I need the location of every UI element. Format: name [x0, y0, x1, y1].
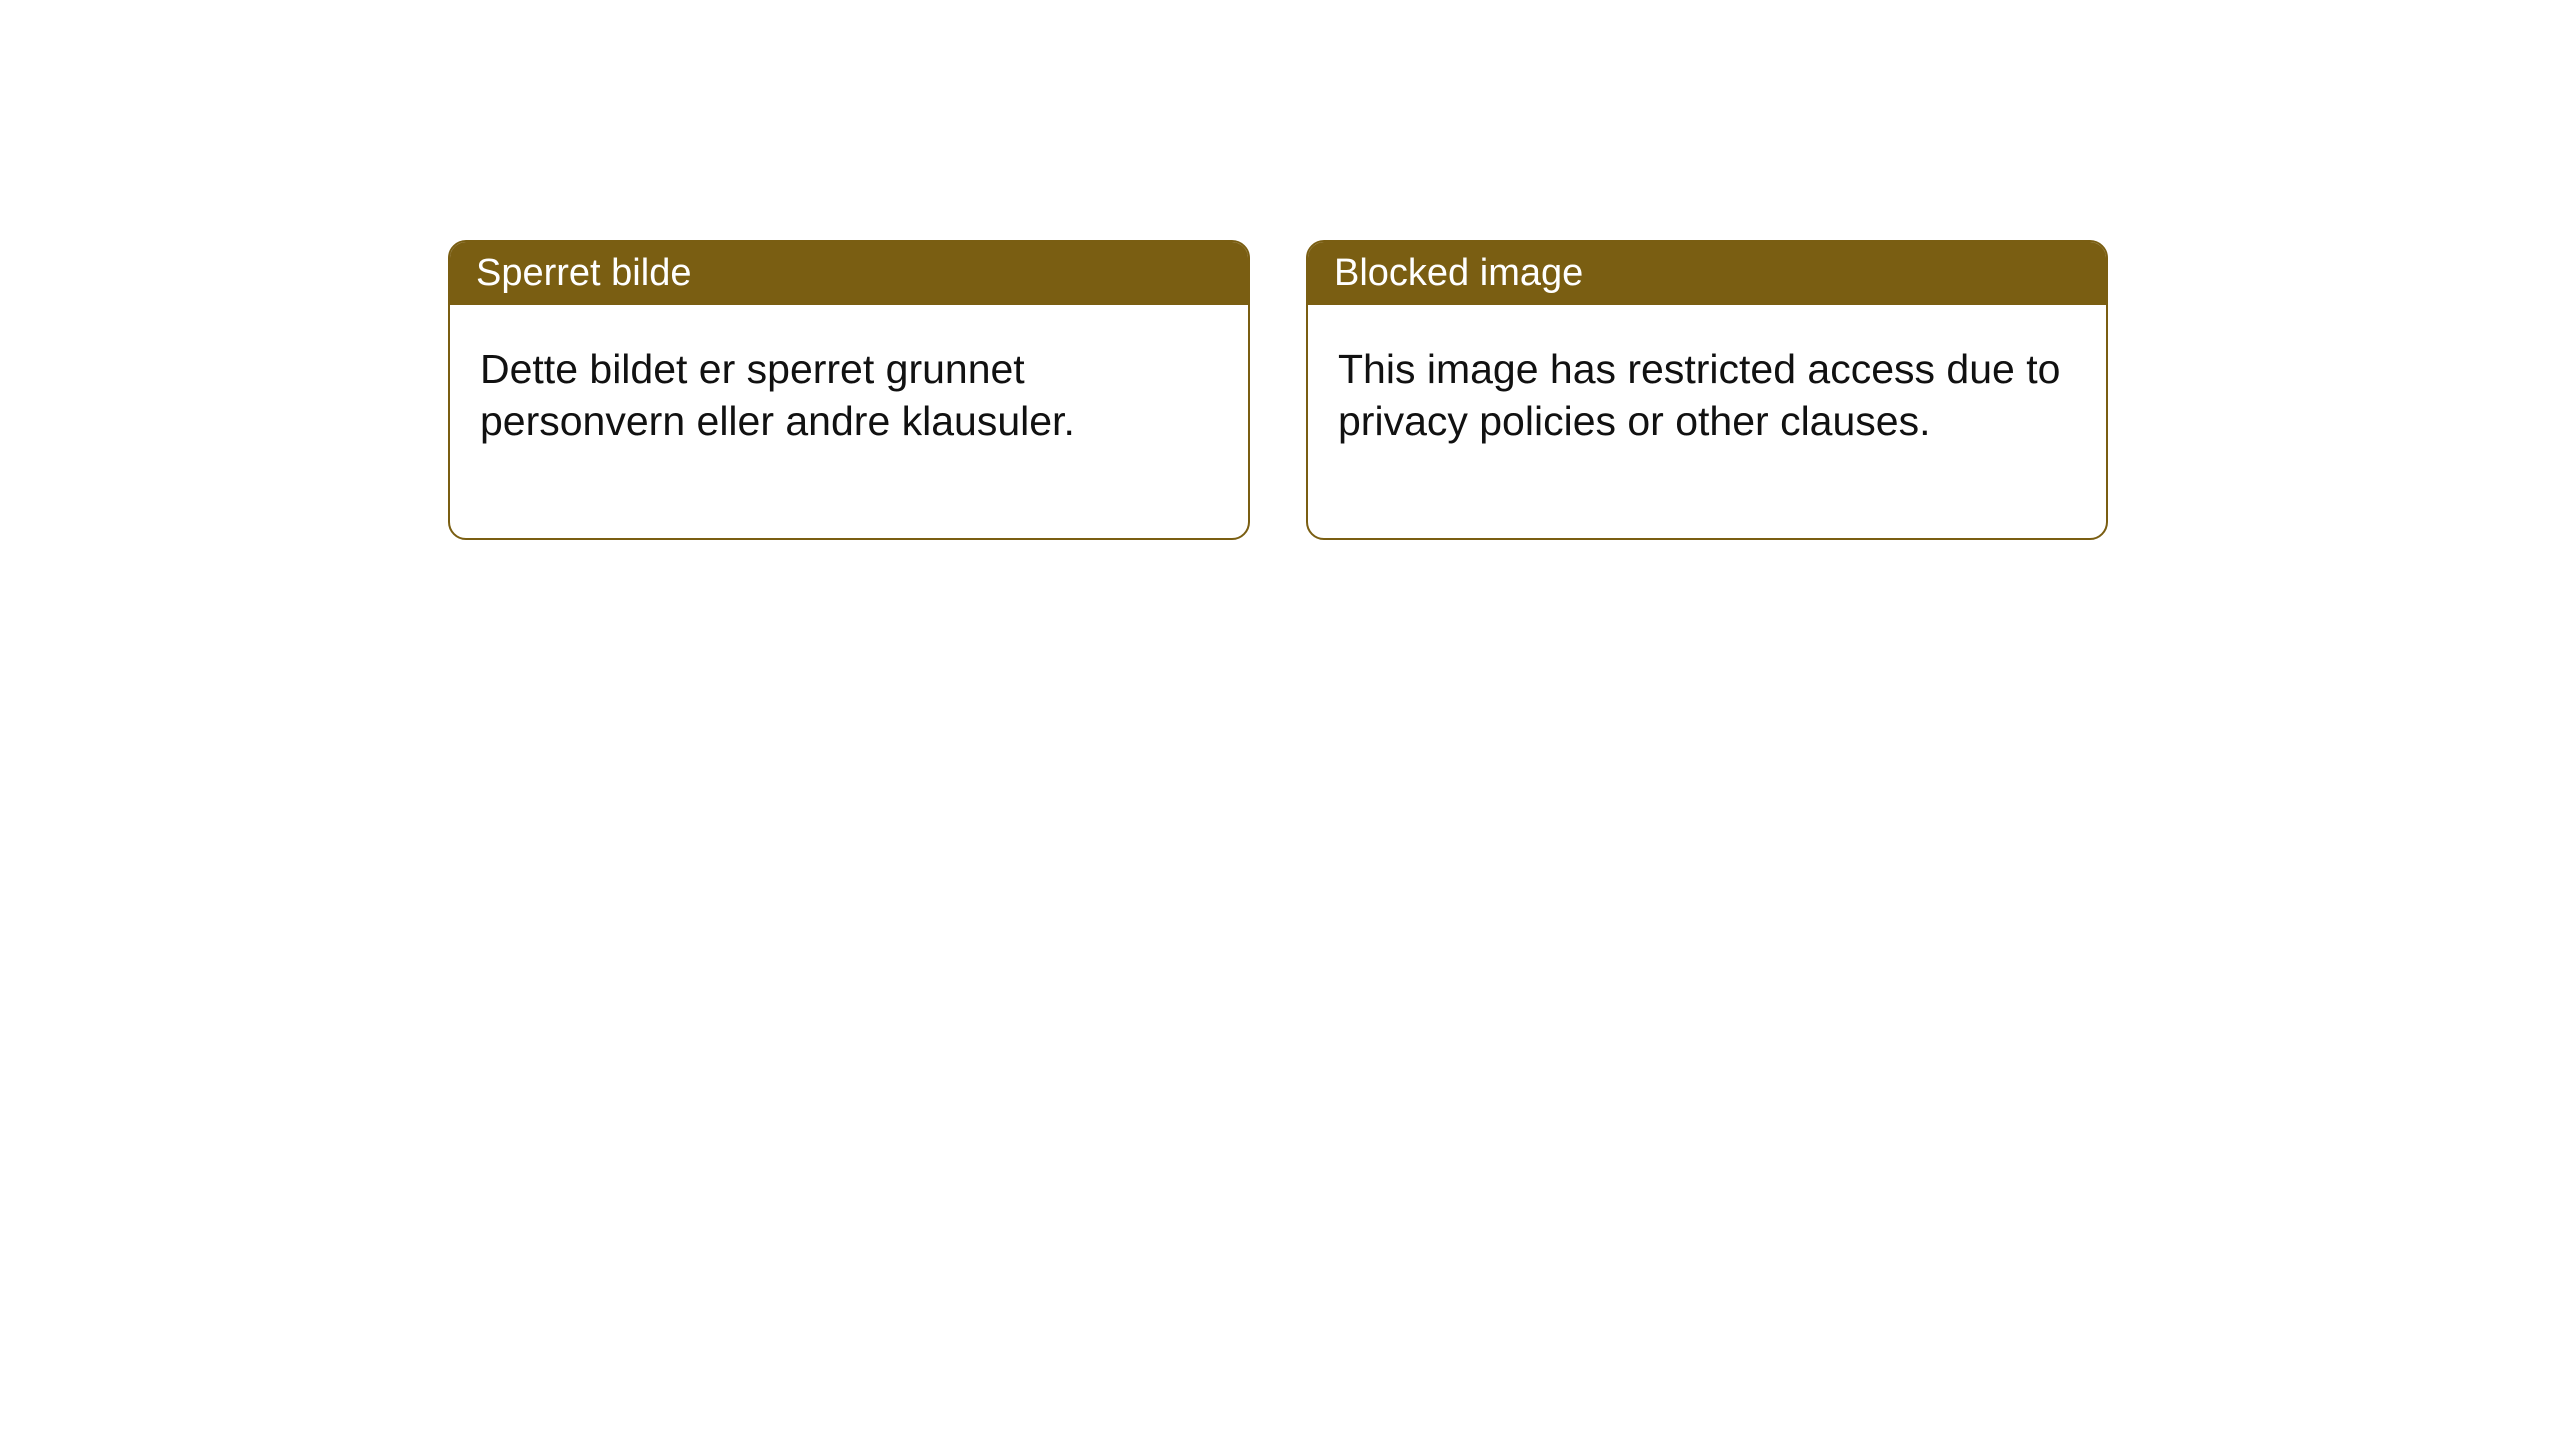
card-header-no: Sperret bilde	[450, 242, 1248, 305]
notice-card-no: Sperret bilde Dette bildet er sperret gr…	[448, 240, 1250, 540]
notice-cards-container: Sperret bilde Dette bildet er sperret gr…	[0, 0, 2560, 540]
card-title-en: Blocked image	[1334, 252, 1583, 294]
card-title-no: Sperret bilde	[476, 252, 691, 294]
notice-card-en: Blocked image This image has restricted …	[1306, 240, 2108, 540]
card-header-en: Blocked image	[1308, 242, 2106, 305]
card-body-en: This image has restricted access due to …	[1308, 305, 2106, 538]
card-text-no: Dette bildet er sperret grunnet personve…	[480, 346, 1075, 444]
card-body-no: Dette bildet er sperret grunnet personve…	[450, 305, 1248, 538]
card-text-en: This image has restricted access due to …	[1338, 346, 2060, 444]
